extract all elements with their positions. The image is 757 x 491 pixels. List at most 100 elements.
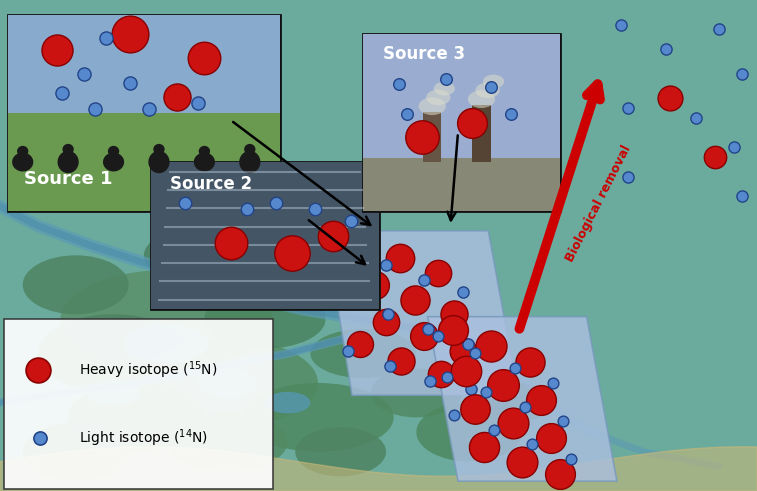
- Point: [557, 417, 569, 425]
- Point: [100, 34, 112, 42]
- Ellipse shape: [38, 314, 189, 393]
- Point: [459, 367, 472, 375]
- Ellipse shape: [153, 144, 165, 155]
- Point: [409, 296, 421, 303]
- Point: [622, 173, 634, 181]
- Point: [435, 370, 447, 378]
- Point: [736, 70, 748, 78]
- Bar: [423, 112, 441, 162]
- Point: [78, 70, 90, 78]
- Ellipse shape: [198, 146, 210, 157]
- Text: Biological removal: Biological removal: [563, 143, 633, 264]
- Ellipse shape: [144, 231, 235, 280]
- Point: [124, 80, 136, 87]
- Point: [516, 458, 528, 465]
- Ellipse shape: [310, 329, 416, 378]
- Text: Source 2: Source 2: [170, 174, 251, 192]
- Point: [327, 232, 339, 240]
- Point: [469, 349, 481, 356]
- Bar: [472, 105, 491, 162]
- Circle shape: [434, 82, 455, 95]
- Point: [270, 199, 282, 207]
- Point: [497, 382, 509, 389]
- Point: [342, 296, 354, 303]
- Ellipse shape: [68, 383, 204, 452]
- Ellipse shape: [265, 392, 310, 413]
- Circle shape: [483, 75, 504, 88]
- Point: [480, 388, 492, 396]
- Point: [179, 199, 192, 207]
- FancyBboxPatch shape: [363, 34, 560, 211]
- Point: [380, 261, 392, 269]
- Ellipse shape: [416, 403, 522, 462]
- Ellipse shape: [103, 153, 124, 171]
- Point: [615, 21, 627, 28]
- Point: [124, 30, 136, 38]
- Point: [393, 80, 405, 88]
- FancyBboxPatch shape: [8, 15, 280, 211]
- Point: [526, 440, 538, 448]
- Point: [416, 133, 428, 141]
- Point: [441, 373, 453, 381]
- FancyBboxPatch shape: [4, 319, 273, 489]
- Point: [32, 366, 44, 374]
- Bar: [363, 34, 560, 211]
- Point: [447, 326, 459, 334]
- Point: [713, 26, 725, 33]
- Ellipse shape: [61, 270, 273, 368]
- Ellipse shape: [17, 146, 29, 157]
- Ellipse shape: [63, 144, 74, 155]
- Point: [524, 358, 536, 366]
- Ellipse shape: [167, 412, 288, 471]
- Point: [535, 396, 547, 404]
- Point: [309, 205, 321, 213]
- Point: [709, 153, 721, 161]
- Point: [554, 470, 566, 478]
- Point: [354, 239, 366, 247]
- Point: [469, 405, 481, 412]
- Text: Source 1: Source 1: [24, 169, 113, 188]
- Circle shape: [475, 82, 500, 98]
- Point: [424, 377, 436, 384]
- Point: [457, 288, 469, 296]
- Point: [478, 443, 491, 451]
- Ellipse shape: [108, 146, 120, 157]
- Ellipse shape: [295, 427, 386, 476]
- Point: [51, 46, 63, 54]
- Point: [382, 310, 394, 318]
- Point: [660, 45, 672, 53]
- Ellipse shape: [148, 151, 170, 173]
- Point: [448, 310, 460, 318]
- Text: Heavy isotope ($^{15}$N): Heavy isotope ($^{15}$N): [79, 359, 218, 381]
- Point: [286, 249, 298, 257]
- Point: [484, 342, 497, 350]
- Point: [507, 419, 519, 427]
- Point: [622, 104, 634, 112]
- Point: [354, 340, 366, 348]
- Bar: [151, 162, 378, 309]
- Ellipse shape: [194, 153, 215, 171]
- Point: [664, 94, 676, 102]
- Point: [457, 347, 469, 355]
- Bar: [363, 158, 560, 211]
- Point: [448, 411, 460, 419]
- Point: [462, 340, 474, 348]
- Point: [545, 434, 557, 442]
- Point: [198, 54, 210, 62]
- Point: [241, 205, 253, 213]
- Point: [488, 426, 500, 434]
- Point: [485, 83, 497, 91]
- Point: [192, 99, 204, 107]
- Ellipse shape: [197, 368, 257, 398]
- Point: [89, 105, 101, 113]
- Circle shape: [419, 97, 446, 115]
- Point: [565, 455, 577, 463]
- Ellipse shape: [58, 151, 79, 173]
- Ellipse shape: [23, 422, 129, 481]
- Ellipse shape: [477, 383, 553, 422]
- Point: [225, 239, 237, 247]
- Ellipse shape: [136, 339, 318, 427]
- Circle shape: [468, 90, 495, 108]
- Point: [440, 75, 452, 82]
- Point: [431, 332, 444, 340]
